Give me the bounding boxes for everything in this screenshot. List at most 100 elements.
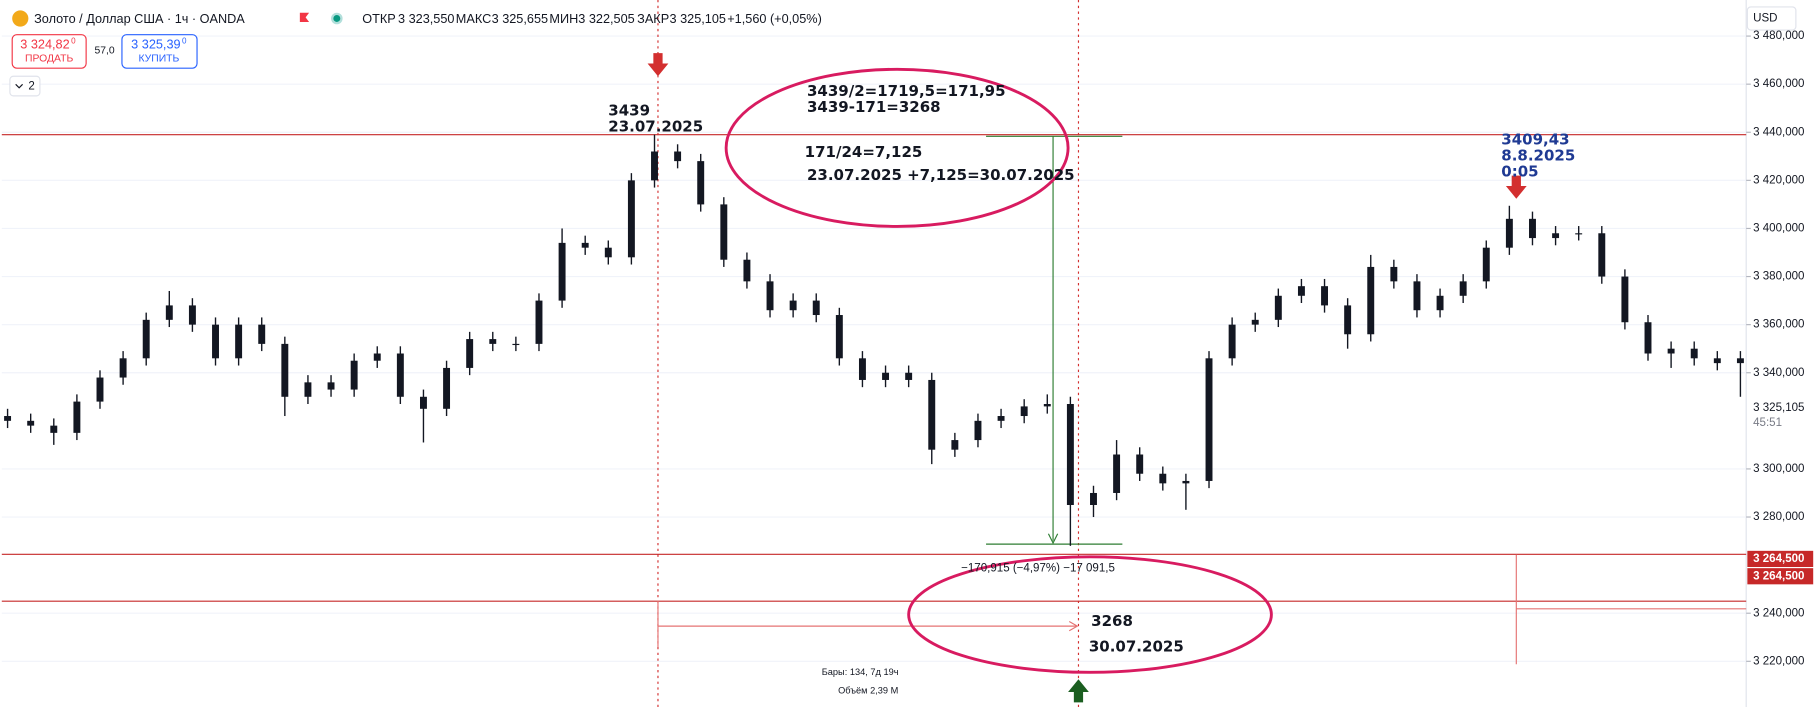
y-tick-label: 3 280,000 [1753,511,1804,523]
candle-body [373,353,381,361]
candle-body [165,305,173,320]
candle-body [720,204,728,260]
candle-body [1459,281,1467,296]
chevron [15,83,24,89]
annotation: 3268 [1091,612,1133,630]
candle-body [1552,233,1560,239]
candle-body [1621,276,1629,323]
price-tag-label: 3 264,500 [1753,570,1804,582]
candle-body [1667,348,1675,354]
candle-body [327,382,335,390]
ohlc-label: МИН [549,12,578,26]
candle-body [1136,454,1144,474]
candle-body [835,315,843,359]
candle-body [419,396,427,409]
measure-label: Бары: 134, 7д 19ч [822,667,899,677]
candle-body [235,324,243,359]
symbol-title[interactable]: Золото / Доллар США · 1ч · OANDA [34,12,245,26]
candle-body [212,324,219,359]
candle-body [951,440,959,450]
candle-body [1713,358,1721,364]
candle-body [1182,480,1190,484]
sell-button[interactable] [11,34,87,69]
candle-body [1413,281,1421,311]
currency-button[interactable] [1746,6,1797,31]
y-tick-label: 3 300,000 [1753,463,1804,475]
buy-button[interactable] [121,34,198,69]
annotation: 8.8.2025 [1501,146,1575,164]
annotation: 3439/2=1719,5=171,95 [807,82,1006,100]
last-price: 3 325,105 [1753,402,1804,414]
candle-body [1367,266,1375,335]
annotation: 3409,43 [1501,130,1569,148]
candle-body [766,281,774,311]
candle-body [1505,218,1513,248]
y-tick-label: 3 220,000 [1753,655,1804,667]
candle-body [558,242,566,301]
sell-sup: 0 [71,37,76,46]
arrow-down [1505,175,1527,199]
y-tick-label: 3 480,000 [1753,30,1804,42]
sell-label: ПРОДАТЬ [25,54,73,65]
candle-body [142,319,150,359]
candle-body [96,377,104,402]
highlight-ellipse [907,555,1273,674]
candle-body [1690,348,1698,359]
candle-body [651,151,658,181]
candle-body [489,339,497,344]
y-tick-label: 3 340,000 [1753,367,1804,379]
indicators-toggle[interactable] [9,75,41,97]
y-tick-label: 3 400,000 [1753,222,1804,234]
candle-body [512,343,520,346]
candle-body [119,358,127,378]
measure-label: Объём 2,39 M [838,685,898,695]
candle-body [466,339,474,368]
candle-body [1251,319,1259,325]
candle-body [1598,233,1606,277]
y-tick-label: 3 360,000 [1753,319,1804,331]
candle-body [789,300,797,311]
candle-body [50,425,58,433]
arrow-down [647,53,669,77]
candle-body [1321,286,1329,306]
y-tick-label: 3 380,000 [1753,271,1804,283]
flag[interactable] [299,12,310,22]
candle-body [27,420,35,426]
candle-body [627,180,635,258]
annotation: 0:05 [1501,163,1538,181]
range-arrowhead [1068,621,1079,632]
annotation: 3439-171=3268 [807,98,941,116]
candle-body [928,379,936,450]
candle-body [535,300,543,344]
candle-body [743,259,751,282]
indicators-count: 2 [28,81,34,93]
candle-body [1575,233,1583,235]
measure-arrow [1047,533,1059,545]
price-tag [1747,568,1814,585]
price-tag [1747,550,1814,568]
sell-price: 3 324,82 [20,37,69,51]
y-tick-label: 3 420,000 [1753,174,1804,186]
highlight-ellipse [724,67,1070,228]
ohlc-label: МАКС [456,12,491,26]
candle-body [974,420,982,441]
symbol-icon[interactable] [12,10,29,27]
buy-label: КУПИТЬ [139,54,180,65]
candle-body [1644,322,1652,354]
ohlc-label: ОТКР [362,12,395,26]
annotation: 171/24=7,125 [805,143,923,161]
candles [4,134,1744,546]
candle-body [1344,305,1352,335]
countdown: 45:51 [1753,417,1782,429]
buy-price: 3 325,39 [131,37,180,51]
y-tick-label: 3 440,000 [1753,126,1804,138]
ohlc-value: 3 325,655 [492,12,548,26]
candle-body [4,416,12,421]
grid [1,35,1747,662]
ohlc-label: ЗАКР [637,12,669,26]
candle-body [1113,454,1121,493]
candle-body [858,358,866,380]
candle-body [604,247,612,258]
candle-body [1228,324,1236,359]
y-tick-label: 3 460,000 [1753,78,1804,90]
